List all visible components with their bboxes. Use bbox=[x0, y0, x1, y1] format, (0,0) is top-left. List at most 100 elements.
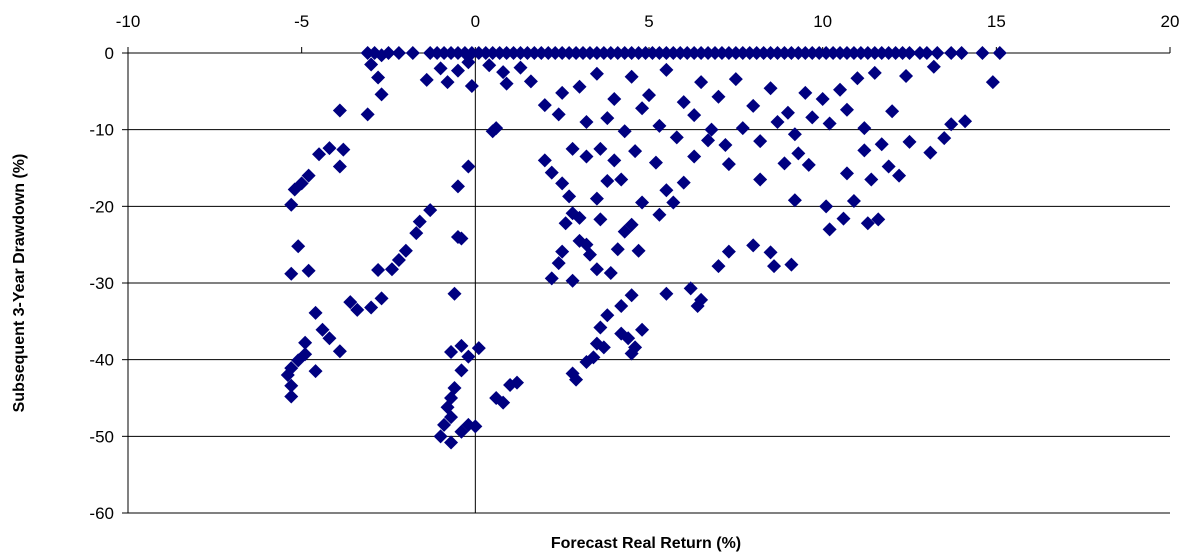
data-point bbox=[846, 193, 861, 208]
data-point bbox=[721, 244, 736, 259]
data-point bbox=[461, 55, 476, 70]
data-point bbox=[614, 299, 629, 313]
data-point bbox=[857, 121, 872, 136]
data-point bbox=[544, 165, 559, 180]
data-point bbox=[419, 72, 434, 87]
data-point bbox=[690, 299, 705, 313]
data-point bbox=[471, 341, 486, 356]
data-point bbox=[332, 344, 347, 359]
data-point bbox=[437, 417, 452, 432]
data-point bbox=[589, 191, 604, 206]
data-point bbox=[635, 322, 650, 337]
data-point bbox=[579, 237, 594, 252]
data-point bbox=[450, 179, 465, 194]
data-point bbox=[384, 262, 399, 277]
data-point bbox=[600, 308, 615, 323]
data-point bbox=[822, 116, 837, 131]
data-point bbox=[624, 288, 639, 303]
data-point bbox=[621, 331, 636, 346]
y-tick-label: -10 bbox=[89, 121, 114, 140]
data-point bbox=[350, 302, 365, 317]
data-point bbox=[468, 419, 483, 434]
data-point bbox=[860, 216, 875, 231]
data-point bbox=[659, 286, 674, 301]
data-point bbox=[284, 378, 299, 393]
x-tick-label: 15 bbox=[987, 12, 1006, 31]
data-point bbox=[815, 92, 830, 106]
data-point bbox=[589, 262, 604, 277]
data-point bbox=[454, 338, 469, 353]
data-point bbox=[603, 266, 618, 281]
data-point bbox=[666, 195, 681, 210]
data-point bbox=[312, 147, 327, 162]
data-point bbox=[381, 46, 396, 60]
data-point bbox=[405, 46, 420, 60]
data-point bbox=[579, 115, 594, 129]
data-point bbox=[937, 131, 952, 146]
data-point bbox=[551, 256, 566, 271]
data-point bbox=[308, 364, 323, 379]
data-point bbox=[892, 168, 907, 183]
data-point bbox=[614, 172, 629, 187]
data-point bbox=[336, 142, 351, 157]
data-point bbox=[551, 107, 566, 122]
data-point bbox=[753, 172, 768, 187]
data-point bbox=[770, 115, 785, 129]
data-point bbox=[805, 110, 820, 125]
data-point bbox=[391, 253, 406, 267]
data-point bbox=[801, 157, 816, 172]
data-point bbox=[291, 239, 306, 254]
x-axis-title: Forecast Real Return (%) bbox=[551, 535, 741, 552]
data-point bbox=[787, 127, 802, 142]
data-point bbox=[510, 375, 525, 390]
data-point bbox=[489, 121, 504, 136]
data-point bbox=[444, 435, 459, 450]
data-point bbox=[718, 138, 733, 152]
data-point bbox=[944, 117, 959, 132]
data-point bbox=[617, 124, 632, 139]
data-point bbox=[642, 88, 656, 103]
data-point bbox=[565, 141, 580, 156]
data-point bbox=[871, 212, 886, 227]
data-point bbox=[954, 46, 969, 60]
data-point bbox=[899, 69, 914, 83]
data-point bbox=[562, 189, 577, 204]
x-tick-label: 5 bbox=[644, 12, 653, 31]
data-point bbox=[850, 71, 865, 86]
y-axis-title: Subsequent 3-Year Drawdown (%) bbox=[11, 154, 28, 413]
data-point bbox=[537, 153, 552, 168]
data-point bbox=[777, 156, 792, 171]
data-point bbox=[444, 410, 459, 425]
data-point bbox=[992, 46, 1007, 60]
data-point bbox=[461, 159, 476, 174]
data-point bbox=[711, 259, 726, 274]
data-point bbox=[291, 353, 306, 368]
x-tick-label: 0 bbox=[471, 12, 480, 31]
y-tick-label: -40 bbox=[89, 351, 114, 370]
data-point bbox=[600, 174, 615, 189]
data-point bbox=[746, 98, 761, 113]
data-point bbox=[555, 85, 570, 100]
data-point bbox=[798, 85, 813, 100]
data-point bbox=[433, 61, 448, 76]
data-point bbox=[822, 222, 837, 237]
data-point bbox=[586, 350, 601, 365]
data-point bbox=[360, 107, 375, 122]
data-point bbox=[763, 81, 778, 96]
data-point bbox=[579, 149, 594, 164]
data-point bbox=[836, 211, 851, 226]
data-point bbox=[371, 262, 386, 277]
data-point bbox=[555, 176, 570, 191]
data-point bbox=[298, 335, 313, 350]
data-point bbox=[683, 281, 698, 296]
data-point bbox=[412, 214, 427, 229]
data-point bbox=[652, 118, 667, 133]
data-point bbox=[676, 95, 691, 110]
data-point bbox=[301, 168, 316, 183]
data-point bbox=[839, 166, 854, 181]
data-point bbox=[958, 114, 973, 129]
data-point bbox=[784, 257, 799, 272]
data-point bbox=[624, 69, 639, 84]
y-tick-label: -20 bbox=[89, 197, 114, 216]
data-point bbox=[902, 134, 917, 149]
